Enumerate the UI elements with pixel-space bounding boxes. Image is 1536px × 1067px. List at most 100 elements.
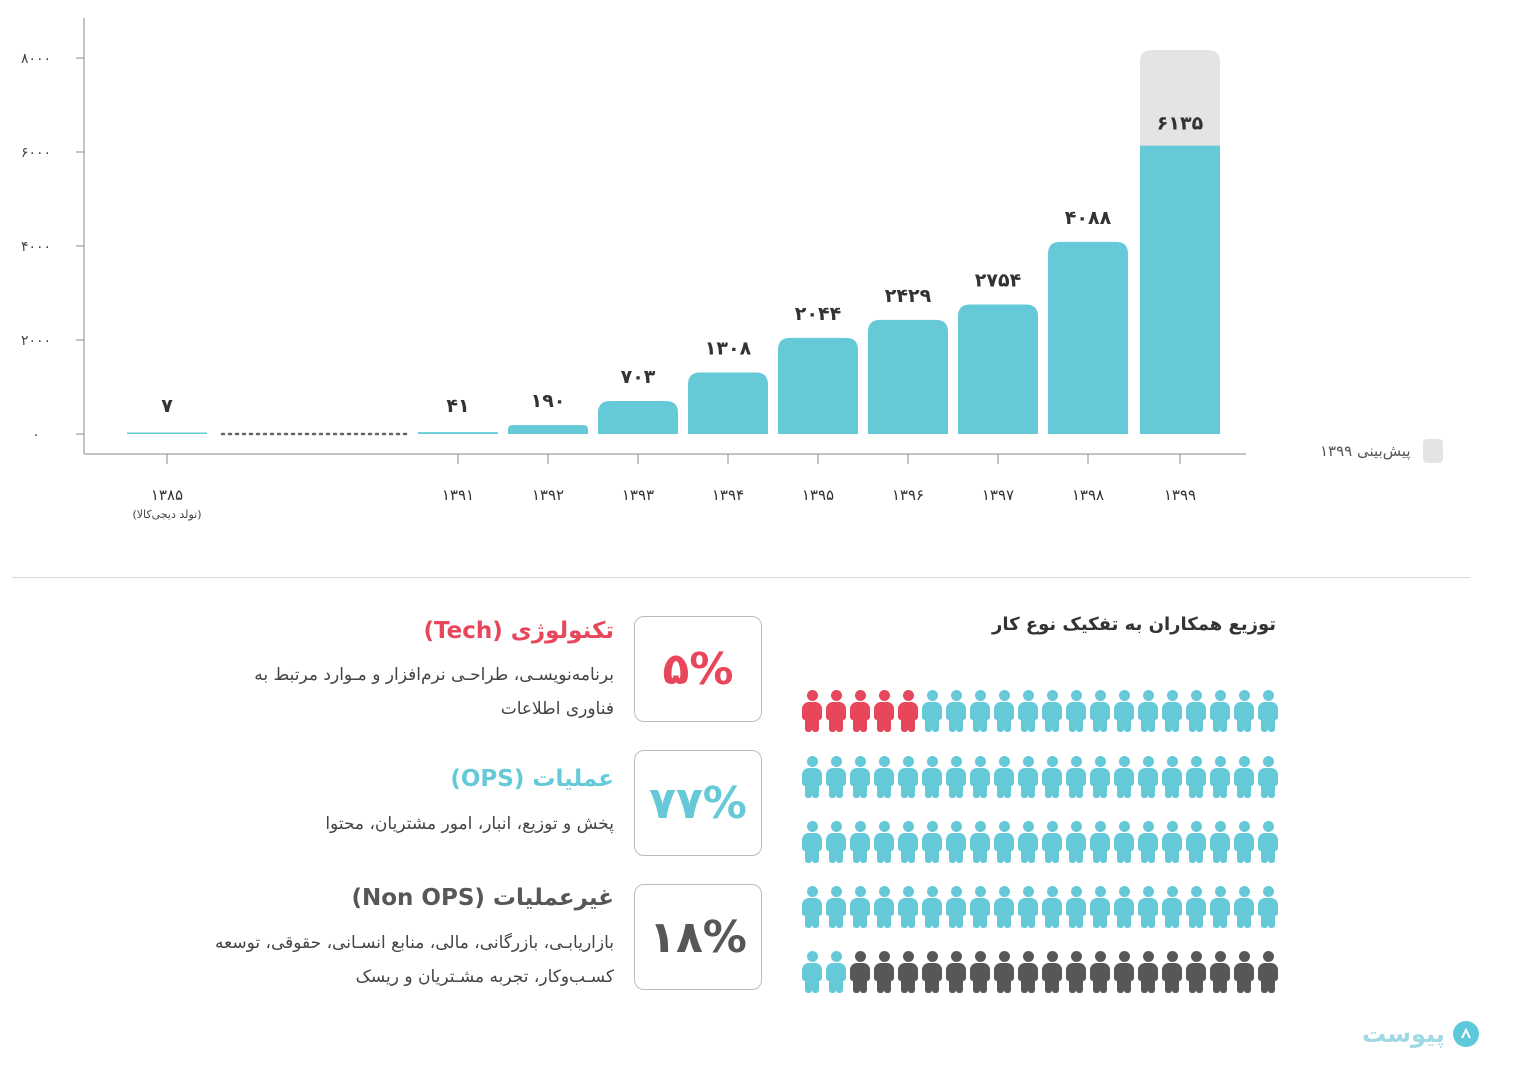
person-icon [874, 821, 894, 863]
bar-value-label: ۱۳۰۸ [705, 338, 752, 360]
ops-percent-box: ۷۷% [634, 750, 762, 856]
person-icon [970, 690, 990, 732]
person-icon [922, 886, 942, 928]
person-icon [1066, 951, 1086, 993]
person-icon [1186, 886, 1206, 928]
headcount-bar-chart: ۰ ۲۰۰۰ ۴۰۰۰ ۶۰۰۰ ۸۰۰۰ ۷ ۴۱ ۱۹۰ ۷۰۳ ۱۳۰۸ ۲۰۴۴ ۲۴۲۹ ۲… [21, 18, 1246, 521]
person-icon [922, 756, 942, 798]
person-icon [1258, 951, 1278, 993]
x-tick-label: ۱۳۹۳ [622, 486, 654, 504]
x-tick-sublabel: (تولد دیجی‌کالا) [132, 508, 201, 521]
person-icon [970, 756, 990, 798]
person-icon [1042, 690, 1062, 732]
person-icon [1258, 886, 1278, 928]
person-icon [1234, 821, 1254, 863]
person-icon [1114, 690, 1134, 732]
nonops-description: بازاریابـی، بازرگانی، مالی، منابع انسـان… [215, 933, 614, 987]
person-icon [1186, 690, 1206, 732]
forecast-legend-label: پیش‌بینی ۱۳۹۹ [1320, 442, 1411, 460]
person-icon [850, 951, 870, 993]
person-icon [1018, 756, 1038, 798]
person-icon [898, 821, 918, 863]
person-icon [1018, 886, 1038, 928]
person-icon [826, 886, 846, 928]
person-icon [1210, 821, 1230, 863]
bar-value-label: ۲۴۲۹ [885, 285, 932, 307]
y-tick-label: ۸۰۰۰ [21, 51, 51, 67]
bar [868, 319, 948, 434]
person-icon [1258, 756, 1278, 798]
person-icon [1090, 951, 1110, 993]
bar-value-label: ۲۰۴۴ [795, 303, 841, 325]
person-icon [874, 886, 894, 928]
person-icon [1138, 690, 1158, 732]
bar [688, 372, 768, 434]
person-icon [826, 821, 846, 863]
person-icon [1114, 756, 1134, 798]
person-icon [1042, 756, 1062, 798]
bar [598, 400, 678, 434]
person-icon [1234, 690, 1254, 732]
x-tick-label: ۱۳۹۵ [802, 486, 834, 504]
bar [778, 337, 858, 434]
bar [1140, 145, 1220, 434]
person-icon [802, 821, 822, 863]
person-icon [946, 690, 966, 732]
person-icon [850, 886, 870, 928]
bar-value-label: ۷۰۳ [621, 366, 656, 388]
y-tick-label: ۶۰۰۰ [21, 145, 51, 161]
person-icon [946, 756, 966, 798]
person-icon [1234, 951, 1254, 993]
person-icon [898, 756, 918, 798]
person-icon [970, 886, 990, 928]
person-icon [1042, 886, 1062, 928]
person-icon [1186, 821, 1206, 863]
person-icon [1114, 886, 1134, 928]
person-icon [1258, 821, 1278, 863]
person-icon [826, 951, 846, 993]
person-icon [1138, 756, 1158, 798]
tech-percent-box: ۵% [634, 616, 762, 722]
person-icon [1042, 951, 1062, 993]
person-icon [1210, 690, 1230, 732]
person-icon [994, 690, 1014, 732]
y-axis: ۰ ۲۰۰۰ ۴۰۰۰ ۶۰۰۰ ۸۰۰۰ [21, 18, 85, 454]
x-axis: ۱۳۸۵ (تولد دیجی‌کالا) ۱۳۹۱ ۱۳۹۲ ۱۳۹۳ ۱۳۹۴ ۱۳۹۵… [84, 453, 1246, 521]
person-icon [1090, 690, 1110, 732]
person-icon [946, 886, 966, 928]
x-tick-label: ۱۳۹۱ [442, 486, 474, 504]
nonops-percent-box: ۱۸% [634, 884, 762, 990]
x-tick-label: ۱۳۸۵ [151, 486, 183, 504]
person-icon [1066, 690, 1086, 732]
person-icon [1210, 951, 1230, 993]
bar-value-label: ۷ [161, 395, 173, 417]
legend: پیش‌بینی ۱۳۹۹ [1320, 438, 1470, 464]
people-grid [800, 690, 1280, 993]
person-icon [1018, 690, 1038, 732]
person-icon [994, 821, 1014, 863]
person-icon [1138, 886, 1158, 928]
person-icon [994, 951, 1014, 993]
person-icon [898, 690, 918, 732]
person-icon [802, 951, 822, 993]
bars: ۷ ۴۱ ۱۹۰ ۷۰۳ ۱۳۰۸ ۲۰۴۴ ۲۴۲۹ ۲۷۵۴ ۴۰۸۸ ۶۱۳۵ [127, 50, 1220, 436]
person-icon [1090, 886, 1110, 928]
y-tick-label: ۰ [32, 427, 40, 443]
forecast-legend-swatch [1422, 439, 1443, 463]
ops-title: عملیات (OPS) [450, 766, 614, 792]
person-icon [802, 886, 822, 928]
person-icon [850, 690, 870, 732]
person-icon [1018, 951, 1038, 993]
person-icon [874, 951, 894, 993]
person-icon [946, 951, 966, 993]
bar [958, 304, 1038, 434]
person-icon [1138, 951, 1158, 993]
x-tick-label: ۱۳۹۲ [532, 486, 564, 504]
person-icon [1138, 821, 1158, 863]
person-icon [1234, 756, 1254, 798]
person-icon [922, 821, 942, 863]
person-icon [1162, 886, 1182, 928]
tech-title: تکنولوژی (Tech) [423, 618, 614, 644]
nonops-title: غیرعملیات (Non OPS) [351, 885, 614, 911]
x-tick-label: ۱۳۹۷ [982, 486, 1014, 504]
